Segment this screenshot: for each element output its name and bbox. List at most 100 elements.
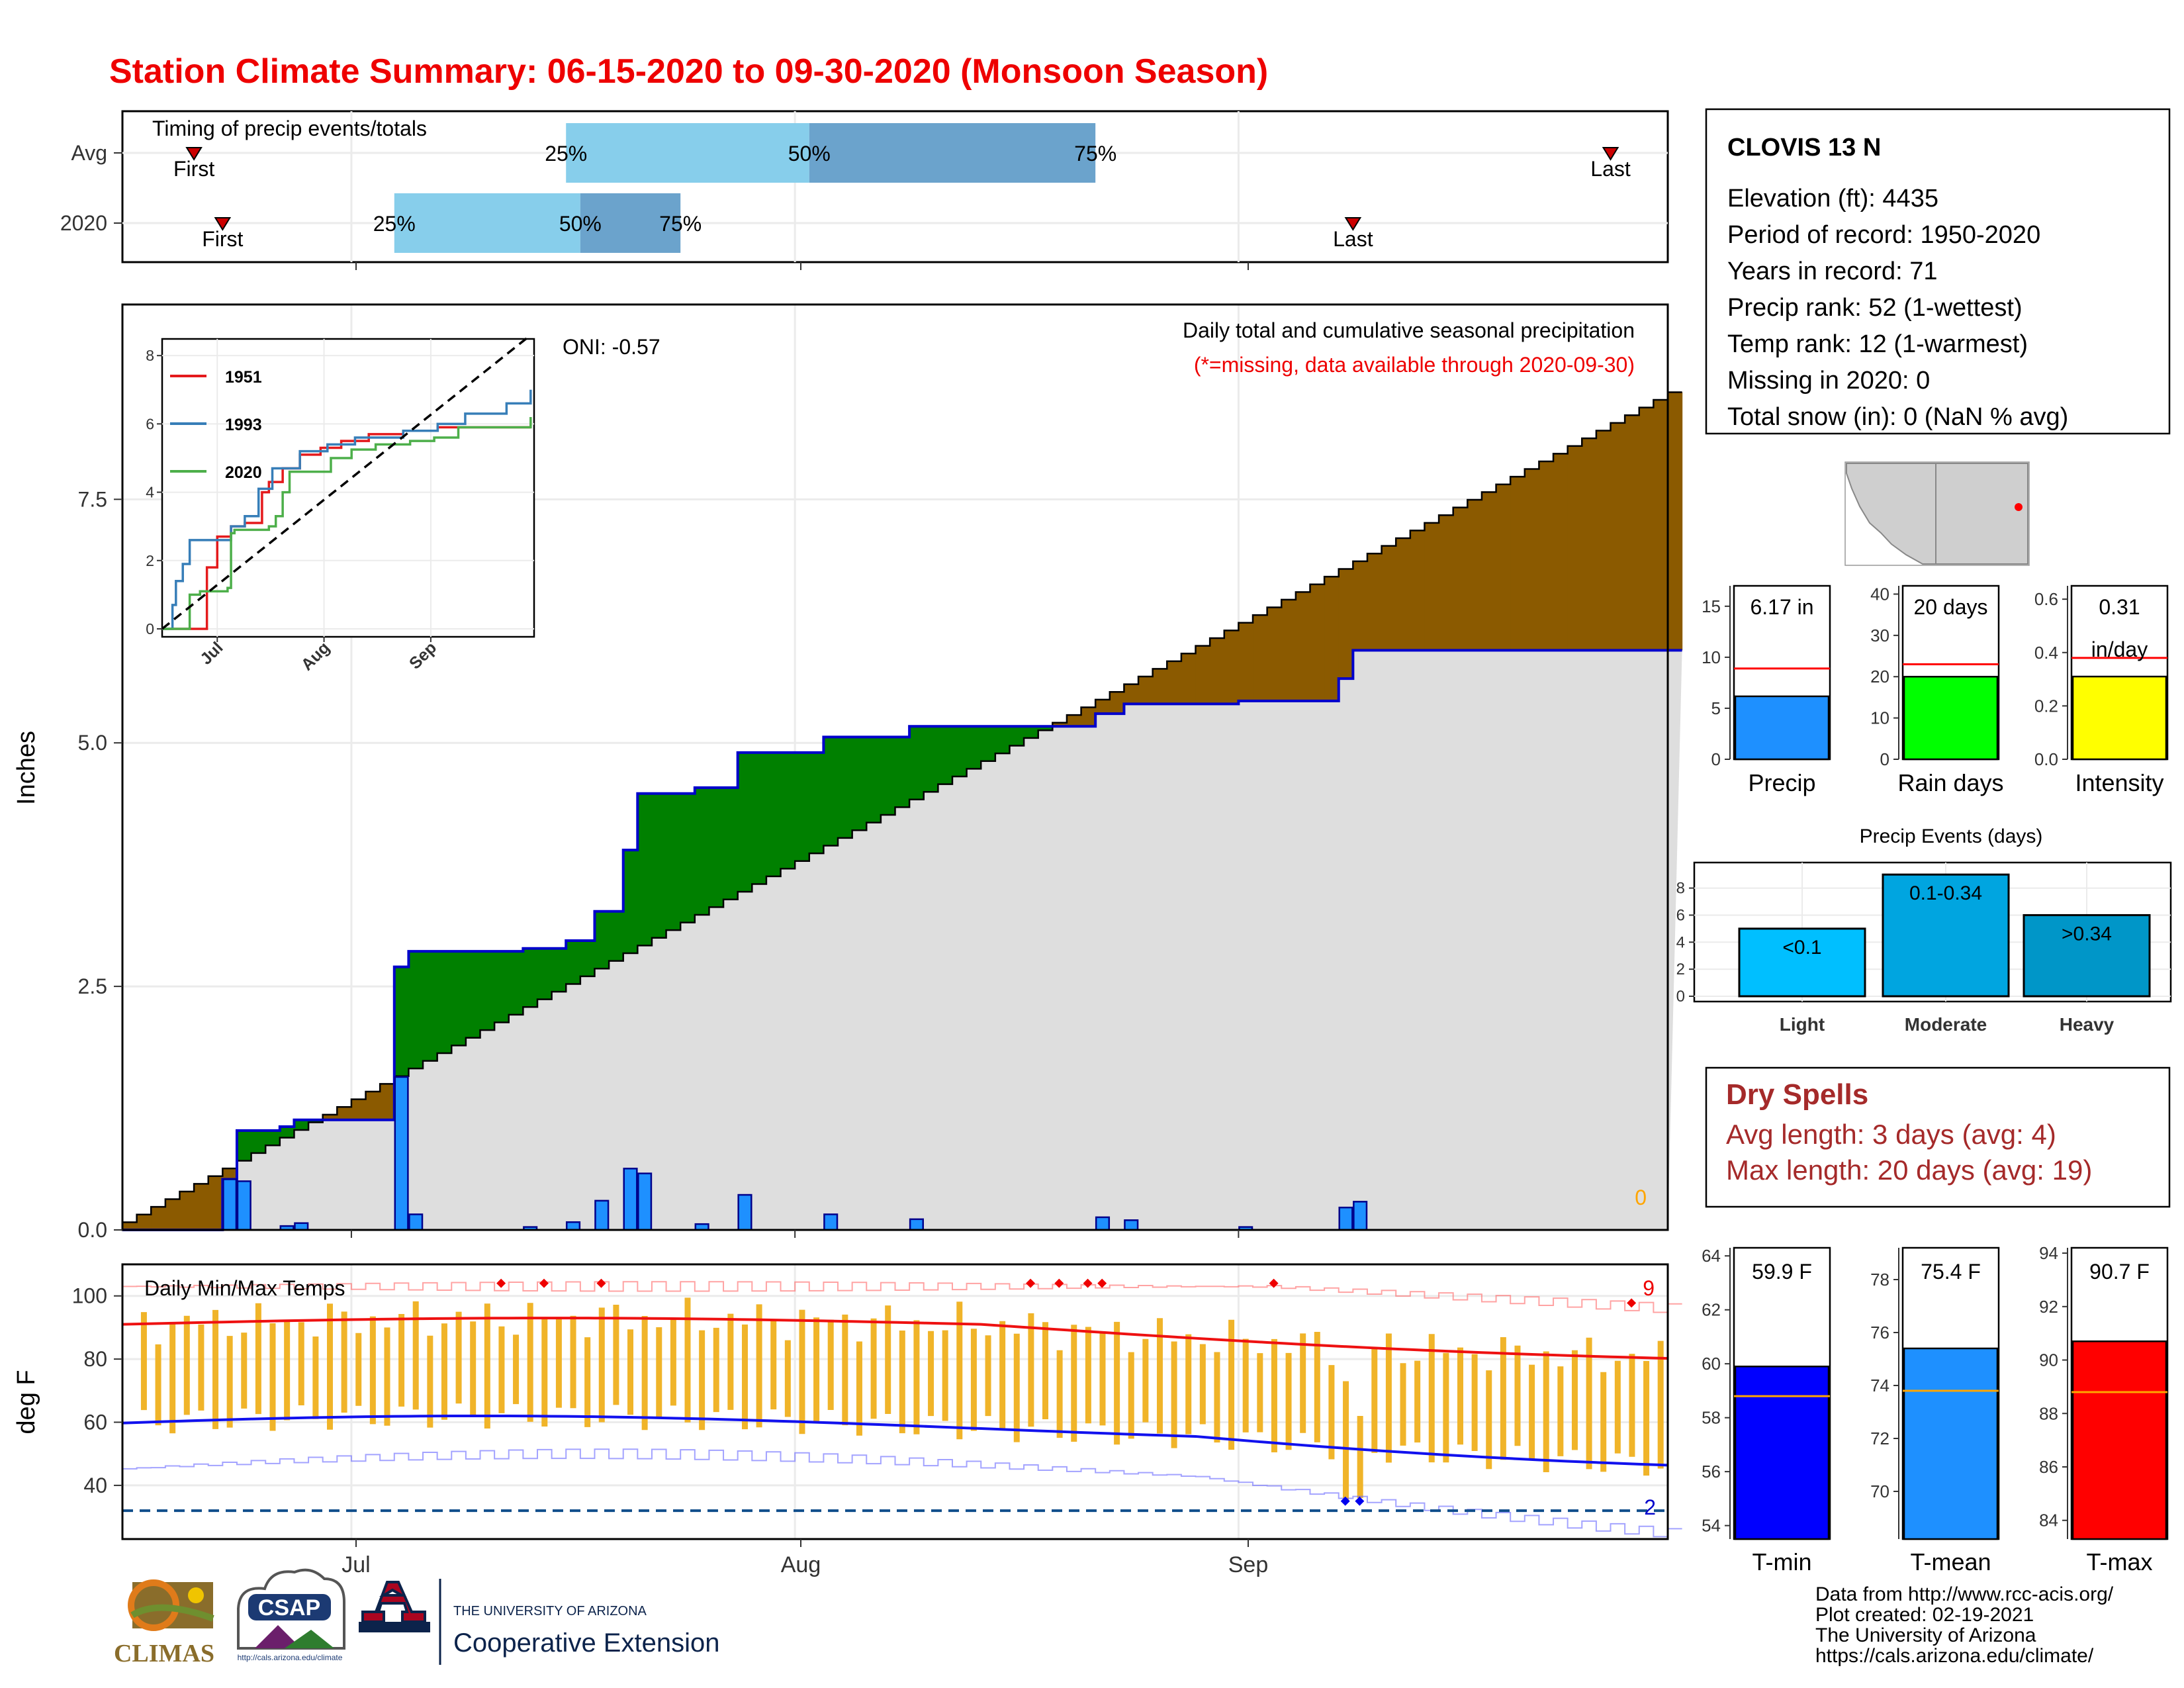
inset-line-1951: [162, 426, 531, 630]
summary-bar-value: 0.31: [2099, 595, 2140, 619]
precip-surplus-segment: [737, 752, 752, 892]
timing-label-first: First: [202, 227, 243, 251]
daily-precip-bar: [623, 1168, 638, 1231]
temp-bar-tick-label: 90: [2039, 1350, 2058, 1370]
ua-logo-big-text: Cooperative Extension: [453, 1628, 719, 1658]
oni-label: ONI: -0.57: [563, 335, 660, 359]
precip-deficit-segment: [1224, 630, 1239, 704]
precip-surplus-segment: [394, 966, 410, 1076]
record-high-count: 9: [1643, 1276, 1655, 1300]
precip-note: Daily total and cumulative seasonal prec…: [1183, 318, 1635, 342]
daily-precip-bar: [737, 1194, 752, 1231]
events-y-tick-label: 8: [1676, 880, 1685, 898]
dry-spells-avg: Avg length: 3 days (avg: 4): [1726, 1119, 2056, 1150]
precip-surplus-segment: [709, 787, 724, 908]
precip-surplus-segment: [594, 911, 610, 969]
timing-marker-first: [214, 217, 232, 231]
timing-marker-last: [1344, 217, 1362, 231]
record-high-marker: [496, 1278, 506, 1288]
avg-cumulative-line: [122, 391, 1682, 1223]
temp-bar-t-mean: [1903, 1347, 1999, 1540]
event-category-label: Moderate: [1905, 1014, 1987, 1035]
precip-deficit-segment: [1424, 522, 1439, 651]
record-high-marker: [1627, 1298, 1637, 1308]
precip-surplus-segment: [537, 948, 553, 1000]
precip-surplus-segment: [294, 1119, 309, 1131]
record-high-marker: [596, 1278, 606, 1288]
precip-deficit-segment: [365, 1092, 381, 1120]
precip-surplus-segment: [809, 752, 824, 854]
precip-surplus-segment: [823, 737, 839, 846]
precip-deficit-segment: [380, 1084, 395, 1120]
summary-bar-tick-label: 0.4: [2034, 643, 2058, 663]
ua-cooperative-extension-logo: THE UNIVERSITY OF ARIZONA Cooperative Ex…: [359, 1579, 719, 1665]
precip-deficit-segment: [1381, 545, 1396, 651]
daily-precip-bar: [1338, 1206, 1353, 1231]
daily-precip-bar: [1353, 1201, 1368, 1231]
precip-deficit-segment: [1510, 477, 1525, 651]
precip-deficit-segment: [1195, 645, 1210, 704]
station-info-box: CLOVIS 13 N Elevation (ft): 4435 Period …: [1705, 108, 2171, 435]
precip-deficit-segment: [1596, 430, 1612, 651]
precip-common-area: [122, 650, 1682, 1230]
inset-line-2020: [162, 417, 532, 630]
timing-label-25: 25%: [373, 212, 416, 236]
station-period: Period of record: 1950-2020: [1727, 221, 2040, 249]
x-tick-aug: Aug: [781, 1552, 821, 1577]
precip-surplus-segment: [1009, 726, 1024, 746]
precip-surplus-segment: [1024, 726, 1039, 738]
precip-deficit-segment: [351, 1099, 367, 1120]
temp-bar-tick-label: 84: [2039, 1511, 2058, 1530]
event-category-label: Heavy: [2060, 1014, 2115, 1035]
precip-surplus-segment: [795, 752, 810, 861]
precip-surplus-segment: [866, 737, 882, 823]
summary-bar-tick-label: 0.6: [2034, 589, 2058, 609]
station-temp-rank: Temp rank: 12 (1-warmest): [1727, 330, 2028, 358]
timing-panel: 25% 50% 75% First Last 25% 50% 75% First Last Tim…: [60, 110, 1669, 270]
precip-deficit-segment: [1553, 453, 1569, 651]
summary-bar-tick-label: 0.2: [2034, 696, 2058, 716]
precip-surplus-segment: [995, 726, 1011, 754]
precip-deficit-segment: [1124, 684, 1139, 704]
precip-deficit-segment: [1210, 637, 1225, 704]
temp-bar-tick-label: 94: [2039, 1243, 2058, 1263]
precip-deficit-segment: [1052, 722, 1068, 727]
precip-surplus-segment: [566, 940, 581, 984]
station-elevation: Elevation (ft): 4435: [1727, 185, 1938, 212]
inset-y-tick-label: 4: [146, 484, 154, 501]
summary-bar-tick-label: 0: [1880, 749, 1889, 769]
record-high-line: [122, 1281, 1682, 1313]
temp-bar-value: 90.7 F: [2089, 1260, 2150, 1284]
daily-precip-bar: [222, 1178, 238, 1231]
timing-row-label-avg: Avg: [71, 141, 107, 165]
timing-label-75: 75%: [1074, 142, 1116, 165]
inset-line-1993: [162, 389, 532, 630]
ua-logo-small-text: THE UNIVERSITY OF ARIZONA: [453, 1604, 647, 1618]
daily-precip-bar: [408, 1213, 424, 1231]
precip-deficit-segment: [1524, 469, 1540, 651]
precip-surplus-segment: [408, 951, 424, 1069]
timing-title: Timing of precip events/totals: [152, 117, 427, 140]
inset-avg-line: [161, 334, 531, 630]
footer-credits: Data from http://www.rcc-acis.org/ Plot …: [1815, 1583, 2114, 1667]
temp-bar-tick-label: 54: [1702, 1516, 1721, 1536]
footer-university: The University of Arizona: [1815, 1624, 2036, 1646]
precip-deficit-segment: [1081, 707, 1096, 727]
station-name: CLOVIS 13 N: [1727, 134, 1881, 162]
record-high-marker: [1269, 1278, 1279, 1288]
station-precip-rank: Precip rank: 52 (1-wettest): [1727, 294, 2023, 322]
precip-deficit-segment: [1181, 653, 1197, 704]
summary-bars: 0 5 10 15 6.17 in Precip 0 10 20 30 40 20 days Rain …: [1702, 584, 2169, 796]
record-high-marker: [1097, 1278, 1107, 1288]
csap-logo-text: CSAP: [258, 1595, 320, 1620]
precip-deficit-segment: [1668, 392, 1683, 651]
summary-bar-tick-label: 30: [1870, 626, 1889, 645]
precip-deficit-segment: [322, 1114, 338, 1120]
daily-precip-bar: [294, 1222, 309, 1231]
temp-bar-tick-label: 88: [2039, 1403, 2058, 1423]
precip-surplus-segment: [551, 948, 567, 992]
summary-bar-value-unit: in/day: [2091, 637, 2148, 661]
summary-bar-tick-label: 0.0: [2034, 749, 2058, 769]
precip-y-tick-label: 2.5: [78, 974, 107, 998]
